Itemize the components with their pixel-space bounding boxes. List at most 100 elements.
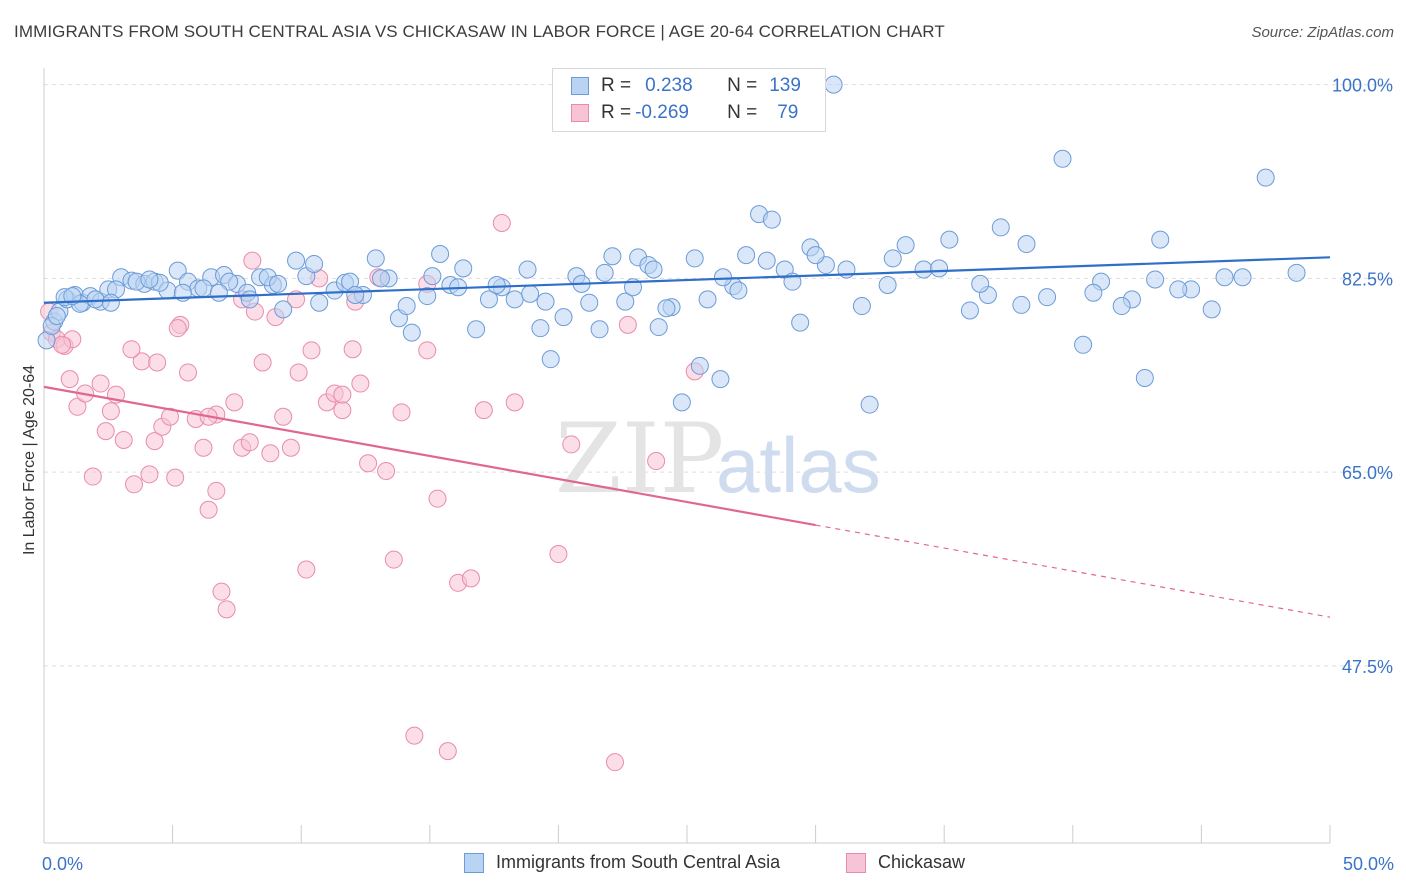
immigrants-point (531, 319, 550, 338)
chickasaw-point (199, 500, 218, 519)
immigrants-point (487, 276, 506, 294)
immigrants-trend-line (43, 256, 1331, 304)
immigrants-point (1135, 369, 1154, 387)
chickasaw-point (302, 341, 321, 360)
immigrants-point (714, 268, 733, 287)
immigrants-point (101, 293, 120, 312)
immigrants-point (140, 270, 159, 289)
immigrants-point (590, 320, 609, 339)
chickasaw-point (243, 251, 262, 270)
immigrants-point (220, 272, 239, 291)
y-tick-label: 65.0% (1342, 463, 1393, 483)
immigrants-point (690, 356, 709, 375)
chickasaw-point (605, 753, 624, 772)
immigrants-point (518, 260, 537, 279)
y-tick-label: 82.5% (1342, 269, 1393, 289)
chickasaw-point (96, 422, 115, 441)
axes (43, 68, 1331, 844)
chickasaw-trend-line (43, 385, 816, 527)
immigrants-point (1112, 297, 1131, 316)
chickasaw-point (68, 397, 87, 416)
immigrants-point (1202, 300, 1221, 319)
watermark-atlas: atlas (716, 421, 881, 509)
immigrants-point (616, 292, 635, 311)
immigrants-point (852, 297, 871, 316)
chickasaw-point (91, 374, 110, 393)
immigrants-point (479, 290, 498, 309)
stats-legend: R = 0.238 N = 139 R = -0.269 N = 79 (552, 68, 826, 132)
chickasaw-point (333, 385, 352, 404)
immigrants-point (418, 287, 437, 306)
immigrants-point (1017, 235, 1036, 254)
immigrants-point (1169, 280, 1188, 299)
immigrants-point (305, 254, 324, 273)
immigrants-point (878, 276, 897, 294)
chickasaw-point (53, 335, 72, 354)
immigrants-point (757, 251, 776, 270)
y-tick-label: 100.0% (1332, 76, 1393, 96)
chickasaw-point (145, 432, 164, 451)
immigrants-point (63, 287, 82, 306)
chickasaw-point (343, 340, 362, 359)
immigrants-point (860, 395, 879, 414)
immigrants-point (711, 370, 730, 389)
immigrants-point (657, 299, 676, 318)
chickasaw-point (114, 431, 133, 449)
pink-swatch (846, 852, 866, 873)
trend-lines (43, 256, 1331, 618)
stats-legend-row-blue: R = 0.238 N = 139 (571, 74, 801, 98)
chickasaw-point (217, 600, 236, 619)
immigrants-point (1053, 149, 1072, 168)
immigrants-point (454, 259, 473, 278)
immigrants-point (883, 249, 902, 268)
stats-legend-row-pink: R = -0.269 N = 79 (571, 101, 798, 125)
legend-label: Chickasaw (878, 852, 966, 872)
chickasaw-point (618, 315, 637, 334)
chickasaw-point (351, 374, 370, 393)
immigrants-point (672, 393, 691, 412)
legend-item-immigrants: Immigrants from South Central Asia (464, 852, 780, 873)
immigrants-point (1287, 263, 1306, 282)
n-value: 139 (769, 75, 801, 96)
immigrants-point (1038, 288, 1057, 307)
x-tick-label: 0.0% (42, 854, 83, 874)
immigrants-point (698, 290, 717, 309)
immigrants-point (685, 249, 704, 268)
chickasaw-point (377, 462, 396, 480)
immigrants-point (603, 247, 622, 266)
r-label: R = (601, 75, 632, 96)
immigrants-point (431, 245, 450, 263)
r-value: 0.238 (645, 75, 693, 96)
chickasaw-point (359, 454, 378, 473)
immigrants-point (1084, 283, 1103, 302)
immigrants-point (168, 261, 187, 280)
watermark-zip: ZIP (555, 403, 724, 515)
chickasaw-point (212, 582, 231, 601)
chickasaw-trend-extension (815, 524, 1331, 618)
immigrants-point (737, 246, 756, 265)
chickasaw-point (60, 370, 79, 389)
chart-title: IMMIGRANTS FROM SOUTH CENTRAL ASIA VS CH… (14, 22, 945, 41)
chickasaw-point (168, 319, 187, 338)
immigrants-point (536, 292, 555, 311)
n-value: 79 (777, 102, 799, 123)
n-label: N = (727, 102, 758, 123)
chickasaw-point (101, 402, 120, 421)
chickasaw-point (194, 438, 213, 457)
r-value: -0.269 (635, 102, 689, 123)
immigrants-point (310, 293, 329, 312)
immigrants-point (1012, 295, 1031, 314)
blue-swatch (571, 77, 589, 95)
immigrants-point (762, 210, 781, 229)
immigrants-point (806, 246, 825, 265)
chickasaw-point (297, 560, 316, 579)
immigrants-point (580, 293, 599, 312)
immigrants-point (287, 251, 306, 270)
chickasaw-point (289, 363, 308, 382)
immigrants-point (1074, 335, 1093, 354)
chickasaw-point (384, 550, 403, 569)
immigrants-point (397, 297, 416, 316)
r-label: R = (601, 102, 632, 123)
immigrants-point (521, 284, 540, 303)
